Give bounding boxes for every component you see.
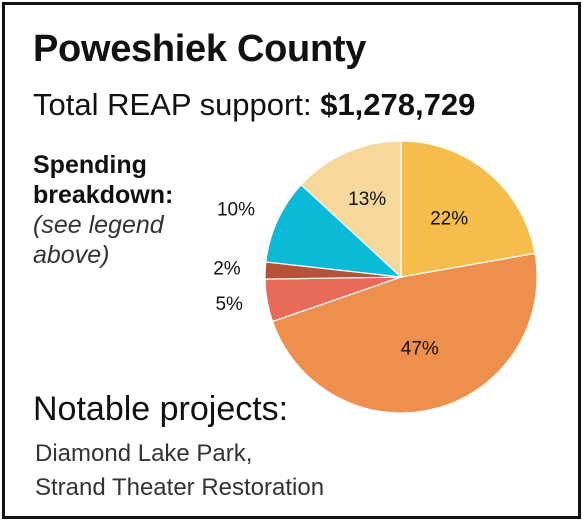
pie-slice-label: 47%: [401, 338, 439, 359]
pie-slice: [400, 140, 536, 278]
total-support: Total REAP support: $1,278,729: [33, 87, 475, 123]
pie-slices: [264, 140, 538, 414]
breakdown-label-line2: breakdown:: [33, 181, 174, 209]
pie-slice: [265, 183, 403, 278]
notable-projects-list: Diamond Lake Park, Strand Theater Restor…: [35, 437, 324, 505]
project-item: Diamond Lake Park,: [35, 440, 253, 467]
page-title: Poweshiek County: [33, 28, 367, 70]
pie-slice-label: 2%: [213, 258, 241, 279]
total-amount: $1,278,729: [320, 87, 476, 122]
pie-slice: [271, 252, 538, 414]
pie-slice-label: 13%: [348, 189, 386, 210]
pie-slice-label: 22%: [430, 209, 468, 230]
total-label: Total REAP support:: [33, 87, 312, 122]
pie-labels: 22% 47% 5% 2% 10% 13%: [213, 189, 468, 360]
pie-slice-label: 10%: [217, 199, 255, 220]
notable-projects-heading: Notable projects:: [33, 390, 289, 428]
pie-slice-label: 5%: [215, 294, 243, 315]
project-item: Strand Theater Restoration: [35, 474, 325, 501]
pie-slice: [300, 140, 402, 279]
breakdown-note-line2: above): [33, 241, 110, 269]
breakdown-note-line1: (see legend: [33, 211, 164, 239]
breakdown-label-line1: Spending: [33, 151, 147, 179]
spending-breakdown: Spending breakdown: (see legend above): [33, 150, 173, 270]
